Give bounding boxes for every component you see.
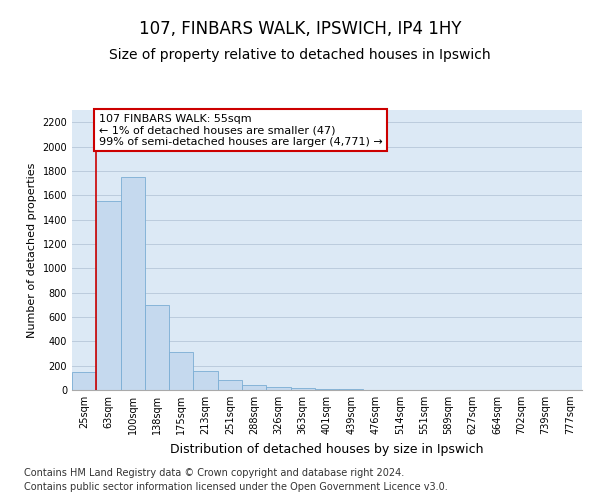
Bar: [96, 202, 121, 390]
Bar: [242, 384, 266, 390]
Text: Contains public sector information licensed under the Open Government Licence v3: Contains public sector information licen…: [24, 482, 448, 492]
Text: 107, FINBARS WALK, IPSWICH, IP4 1HY: 107, FINBARS WALK, IPSWICH, IP4 1HY: [139, 20, 461, 38]
Bar: [266, 387, 290, 390]
Text: Contains HM Land Registry data © Crown copyright and database right 2024.: Contains HM Land Registry data © Crown c…: [24, 468, 404, 477]
Y-axis label: Number of detached properties: Number of detached properties: [27, 162, 37, 338]
Bar: [121, 177, 145, 390]
Text: Size of property relative to detached houses in Ipswich: Size of property relative to detached ho…: [109, 48, 491, 62]
Bar: [218, 380, 242, 390]
X-axis label: Distribution of detached houses by size in Ipswich: Distribution of detached houses by size …: [170, 442, 484, 456]
Text: 107 FINBARS WALK: 55sqm
← 1% of detached houses are smaller (47)
99% of semi-det: 107 FINBARS WALK: 55sqm ← 1% of detached…: [99, 114, 382, 147]
Bar: [290, 388, 315, 390]
Bar: [72, 372, 96, 390]
Bar: [315, 389, 339, 390]
Bar: [193, 371, 218, 390]
Bar: [169, 352, 193, 390]
Bar: [145, 305, 169, 390]
